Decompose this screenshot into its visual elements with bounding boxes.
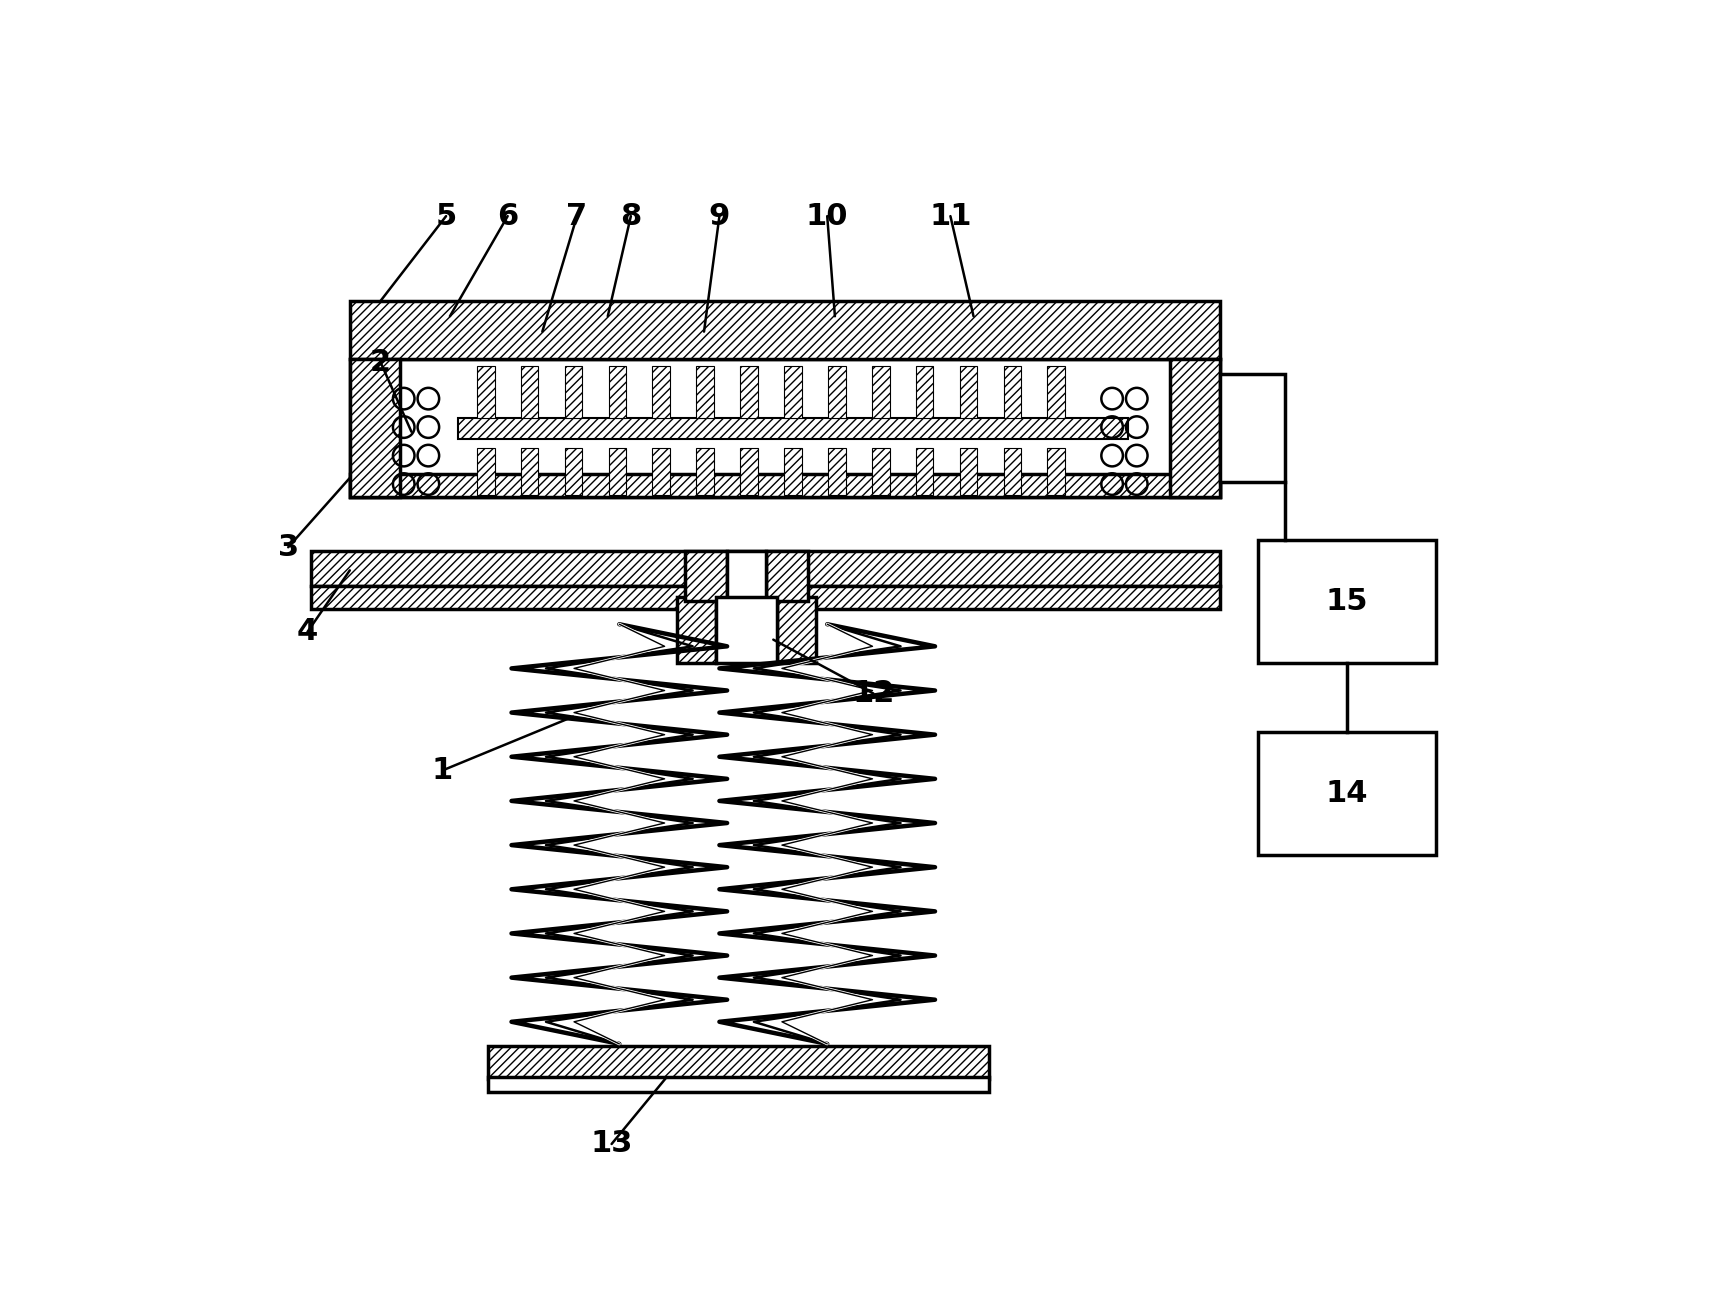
Bar xyxy=(828,448,846,495)
Text: 3: 3 xyxy=(278,533,299,562)
Bar xyxy=(311,586,1219,609)
Bar xyxy=(828,366,846,418)
Bar xyxy=(915,366,934,418)
Bar xyxy=(652,448,670,495)
Text: 15: 15 xyxy=(1326,587,1368,616)
Bar xyxy=(520,448,539,495)
Text: 4: 4 xyxy=(297,617,318,647)
Text: 10: 10 xyxy=(805,201,848,230)
Text: 8: 8 xyxy=(620,201,642,230)
Bar xyxy=(915,448,934,495)
Bar xyxy=(1047,448,1065,495)
Bar xyxy=(477,366,494,418)
Bar xyxy=(1259,732,1435,855)
Text: 6: 6 xyxy=(496,201,519,230)
Bar xyxy=(872,448,889,495)
Bar xyxy=(565,448,582,495)
Bar xyxy=(608,366,627,418)
Bar xyxy=(740,448,757,495)
Text: 9: 9 xyxy=(709,201,730,230)
Bar xyxy=(685,552,726,601)
Bar xyxy=(716,597,778,663)
Bar xyxy=(350,301,1219,358)
Bar xyxy=(740,366,757,418)
Text: 13: 13 xyxy=(591,1129,634,1158)
Bar xyxy=(676,597,716,663)
Text: 7: 7 xyxy=(567,201,587,230)
Bar xyxy=(458,418,1128,439)
Bar xyxy=(1259,540,1435,663)
Bar xyxy=(1219,374,1286,482)
Bar xyxy=(697,448,714,495)
Bar xyxy=(520,366,539,418)
Bar xyxy=(1003,448,1022,495)
Bar xyxy=(872,366,889,418)
Bar xyxy=(311,552,1219,586)
Text: 5: 5 xyxy=(436,201,457,230)
Bar xyxy=(726,552,766,601)
Bar xyxy=(778,597,816,663)
Bar xyxy=(350,474,1219,497)
Text: 1: 1 xyxy=(431,755,453,786)
Bar xyxy=(1169,358,1219,497)
Bar xyxy=(488,1046,989,1078)
Bar xyxy=(785,366,802,418)
Bar xyxy=(652,366,670,418)
Bar xyxy=(697,366,714,418)
Text: 12: 12 xyxy=(852,680,895,708)
Bar xyxy=(608,448,627,495)
Bar xyxy=(488,1077,989,1093)
Bar xyxy=(1047,366,1065,418)
Bar xyxy=(477,448,494,495)
Bar xyxy=(565,366,582,418)
Text: 2: 2 xyxy=(371,348,391,376)
Bar xyxy=(350,358,1219,497)
Bar xyxy=(766,552,809,601)
Bar xyxy=(350,358,400,497)
Bar xyxy=(960,448,977,495)
Bar xyxy=(785,448,802,495)
Text: 14: 14 xyxy=(1326,779,1368,808)
Text: 11: 11 xyxy=(929,201,972,230)
Bar xyxy=(1003,366,1022,418)
Bar xyxy=(960,366,977,418)
